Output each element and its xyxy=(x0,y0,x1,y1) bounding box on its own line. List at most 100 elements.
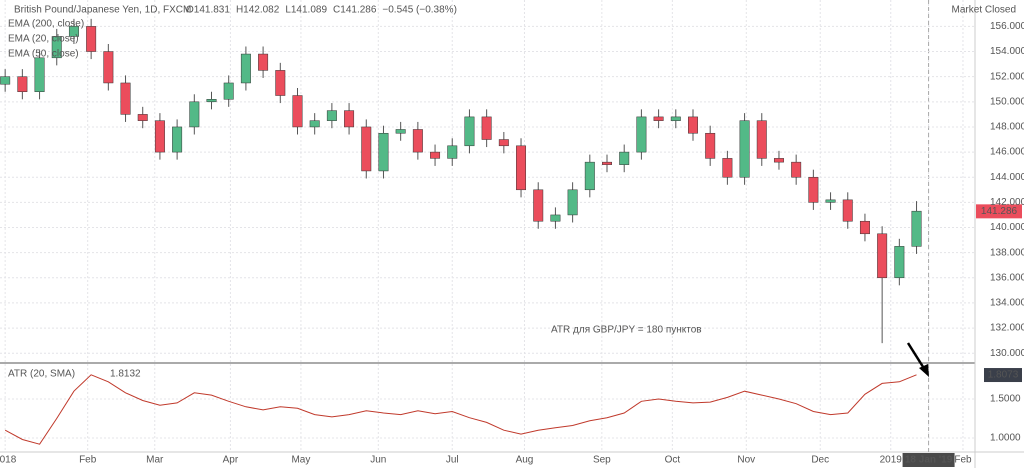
indicator: EMA (200, close) xyxy=(8,19,84,30)
symbol: British Pound/Japanese Yen, 1D, FXCM xyxy=(14,5,191,16)
last-price-label: 141.286 xyxy=(981,206,1018,217)
candle-body xyxy=(602,161,612,165)
candle-body xyxy=(154,120,165,153)
x-tick-label: Feb xyxy=(79,455,97,466)
candle-body xyxy=(791,161,802,178)
candle-body xyxy=(688,116,698,134)
candle-body xyxy=(636,116,647,153)
candle-body xyxy=(911,210,922,247)
candle-body xyxy=(773,158,784,163)
y-tick-label: 1.0000 xyxy=(990,433,1021,444)
candle-body xyxy=(584,161,595,191)
y-tick-label: 134.000 xyxy=(990,298,1024,309)
x-tick-label: Dec xyxy=(811,455,829,466)
candle-body xyxy=(223,82,234,100)
candle-body xyxy=(137,114,148,121)
x-tick-label: May xyxy=(291,455,310,466)
indicator: EMA (50, close) xyxy=(8,49,79,60)
candle-body xyxy=(842,199,853,222)
x-tick-label: 18 Jan '19 xyxy=(905,455,953,466)
candle-body xyxy=(808,176,819,203)
ohlc-value: −0.545 (−0.38%) xyxy=(382,5,457,16)
candle-body xyxy=(859,220,870,235)
candle-body xyxy=(533,189,544,222)
candle-body xyxy=(739,120,750,178)
labels: British Pound/Japanese Yen, 1D, FXCM EMA… xyxy=(0,5,1024,467)
last-value-label: 1.8073 xyxy=(988,370,1019,381)
y-tick-label: 142.000 xyxy=(990,197,1024,208)
ohlc-value: H142.082 xyxy=(236,5,280,16)
candle-body xyxy=(619,151,630,165)
candle-body xyxy=(877,233,888,279)
candle-body xyxy=(653,116,664,121)
y-tick-label: 144.000 xyxy=(990,172,1024,183)
candle-body xyxy=(498,139,509,147)
annotation-arrow xyxy=(906,342,929,377)
atr-legend-value: 1.8132 xyxy=(110,369,141,380)
x-tick-label: Apr xyxy=(223,455,239,466)
candle-body xyxy=(189,101,200,128)
ohlc-value: O141.831 xyxy=(186,5,230,16)
y-tick-label: 1.5000 xyxy=(990,394,1021,405)
candle-body xyxy=(378,132,389,172)
x-tick-highlight xyxy=(902,453,955,467)
y-tick-label: 140.000 xyxy=(990,222,1024,233)
y-tick-label: 154.000 xyxy=(990,46,1024,57)
candle-body xyxy=(68,26,79,37)
candle-body xyxy=(0,76,11,85)
y-tick-label: 130.000 xyxy=(990,348,1024,359)
ohlc-value: C141.286 xyxy=(333,5,377,16)
candle-body xyxy=(705,132,716,159)
atr-title: ATR (20, SMA) xyxy=(8,369,75,380)
last-value-box xyxy=(984,368,1022,383)
candle-body xyxy=(825,199,836,203)
candle-body xyxy=(894,246,905,279)
candle-body xyxy=(309,120,320,128)
x-tick-label: Oct xyxy=(665,455,681,466)
candle-body xyxy=(670,116,681,121)
last-price-box xyxy=(976,204,1022,219)
candle-body xyxy=(120,82,131,115)
market-status: Market Closed xyxy=(952,5,1016,16)
y-tick-label: 138.000 xyxy=(990,247,1024,258)
candle-body xyxy=(240,53,251,84)
candle-body xyxy=(361,126,372,172)
x-tick-label: Sep xyxy=(593,455,611,466)
candle-body xyxy=(344,110,355,128)
x-tick-label: 2018 xyxy=(0,455,17,466)
candle-body xyxy=(17,76,28,93)
x-tick-label: Mar xyxy=(146,455,164,466)
x-tick-label: 2019 xyxy=(880,455,903,466)
candle-body xyxy=(326,110,337,121)
candle-body xyxy=(86,26,97,52)
candle-body xyxy=(258,53,269,71)
x-tick-label: Nov xyxy=(737,455,755,466)
atr-line xyxy=(4,374,917,445)
candle-body xyxy=(567,189,578,216)
y-tick-label: 150.000 xyxy=(990,96,1024,107)
candle-body xyxy=(464,116,475,147)
y-tick-label: 136.000 xyxy=(990,272,1024,283)
candle-body xyxy=(172,126,183,153)
y-tick-label: 146.000 xyxy=(990,147,1024,158)
marks xyxy=(0,18,1022,445)
candle-body xyxy=(34,57,45,93)
candle-body xyxy=(550,214,561,222)
candle-body xyxy=(206,99,217,103)
candle-body xyxy=(722,158,733,178)
candle-body xyxy=(275,70,286,96)
y-tick-label: 156.000 xyxy=(990,21,1024,32)
y-tick-label: 152.000 xyxy=(990,71,1024,82)
annotation: ATR для GBP/JPY = 180 пунктов xyxy=(551,325,702,336)
candle-body xyxy=(430,151,441,159)
candle-body xyxy=(447,145,458,159)
grid xyxy=(0,0,975,452)
candle-body xyxy=(51,36,62,59)
candle-body xyxy=(516,145,527,191)
candle-body xyxy=(292,95,303,128)
indicator: EMA (20, close) xyxy=(8,34,79,45)
candle-body xyxy=(395,129,406,134)
x-tick-label: Jun xyxy=(370,455,386,466)
